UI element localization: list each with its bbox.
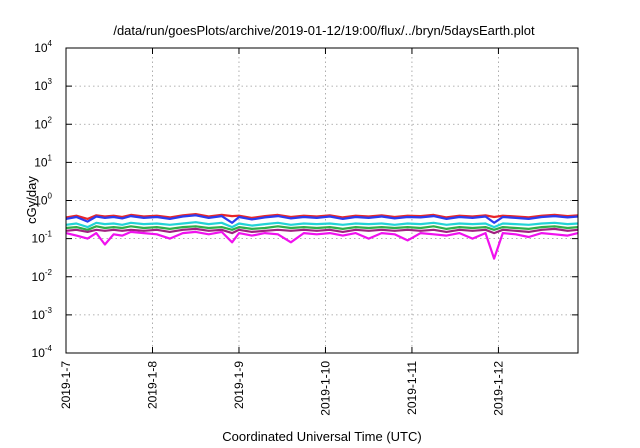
y-axis-label: cGy/day [24,176,39,224]
x-tick-label: 2019-1-11 [405,361,419,415]
y-tick-label: 10-4 [32,344,53,360]
y-tick-base: 10 [34,79,48,93]
series-line-6 [65,230,579,260]
y-tick-base: 10 [34,41,48,55]
y-tick-label: 101 [34,153,52,169]
y-tick-label: 102 [34,115,52,131]
y-tick-exponent: -3 [45,306,53,315]
series-line-1 [65,213,579,220]
series-line-3 [65,221,579,229]
y-tick-base: 10 [32,346,46,360]
y-tick-base: 10 [34,155,48,169]
y-tick-exponent: 4 [48,39,53,48]
x-tick-label: 2019-1-7 [59,361,73,409]
y-tick-base: 10 [32,308,46,322]
y-tick-exponent: -4 [45,344,53,353]
y-tick-exponent: 0 [48,192,53,201]
series-line-4 [65,225,579,231]
y-tick-exponent: 1 [48,153,53,162]
chart-title: /data/run/goesPlots/archive/2019-01-12/1… [113,23,535,38]
y-tick-label: 10-1 [32,230,53,246]
grid-lines [65,48,578,353]
y-tick-base: 10 [32,270,46,284]
y-tick-exponent: 2 [48,115,53,124]
x-axis-label: Coordinated Universal Time (UTC) [222,429,421,444]
y-tick-label: 10-3 [32,306,53,322]
y-tick-exponent: -2 [45,268,53,277]
y-tick-label: 10-2 [32,268,53,284]
series-line-5 [65,227,579,235]
series-group [65,213,579,260]
y-tick-label: 104 [34,39,52,55]
x-tick-label: 2019-1-12 [491,361,505,416]
x-tick-label: 2019-1-9 [232,361,246,409]
y-tick-exponent: -1 [45,230,53,239]
series-line-2 [65,214,579,224]
y-tick-base: 10 [34,194,48,208]
x-axis-ticks: 2019-1-7 2019-1-8 2019-1-9 2019-1-10 2019-1-… [59,48,505,416]
x-tick-label: 2019-1-8 [145,361,159,409]
y-tick-exponent: 3 [48,77,53,86]
y-tick-base: 10 [34,117,48,131]
y-tick-label: 103 [34,77,52,93]
x-tick-label: 2019-1-10 [318,361,332,416]
y-tick-base: 10 [32,232,46,246]
y-tick-label: 100 [34,192,52,208]
